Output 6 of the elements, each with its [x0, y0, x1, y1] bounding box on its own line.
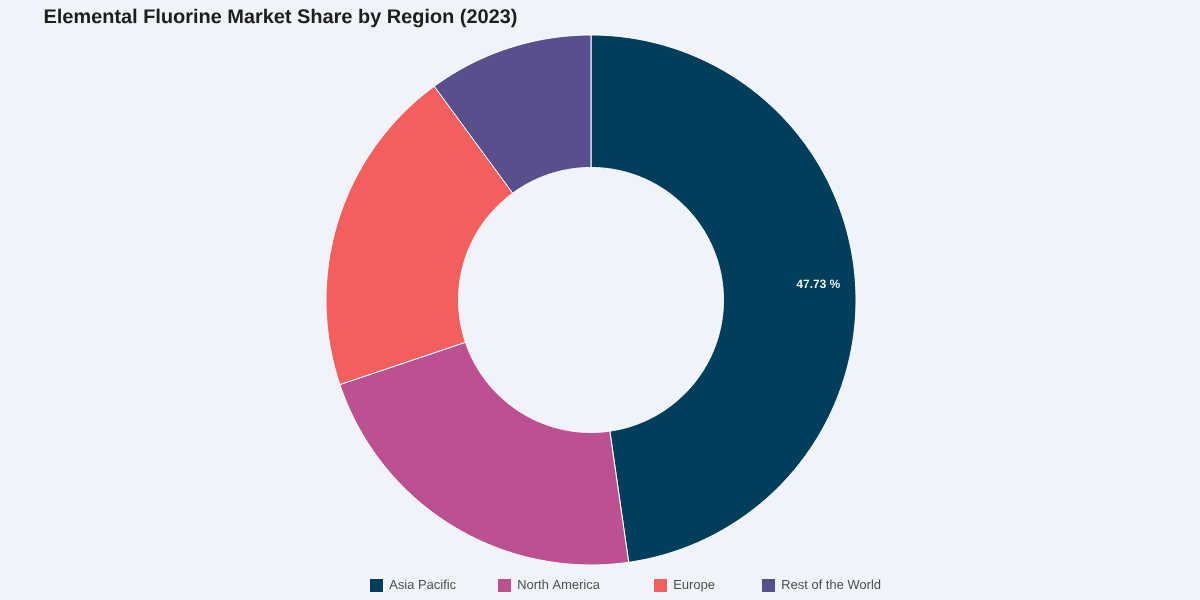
chart-title: Elemental Fluorine Market Share by Region (2023)	[44, 8, 517, 28]
legend-label: Europe	[674, 579, 715, 592]
legend-label: North America	[518, 579, 600, 589]
legend-label: Rest of the World	[782, 579, 881, 589]
legend-label: Asia Pacific	[389, 579, 456, 589]
data-label: 47.73 %	[796, 279, 840, 289]
